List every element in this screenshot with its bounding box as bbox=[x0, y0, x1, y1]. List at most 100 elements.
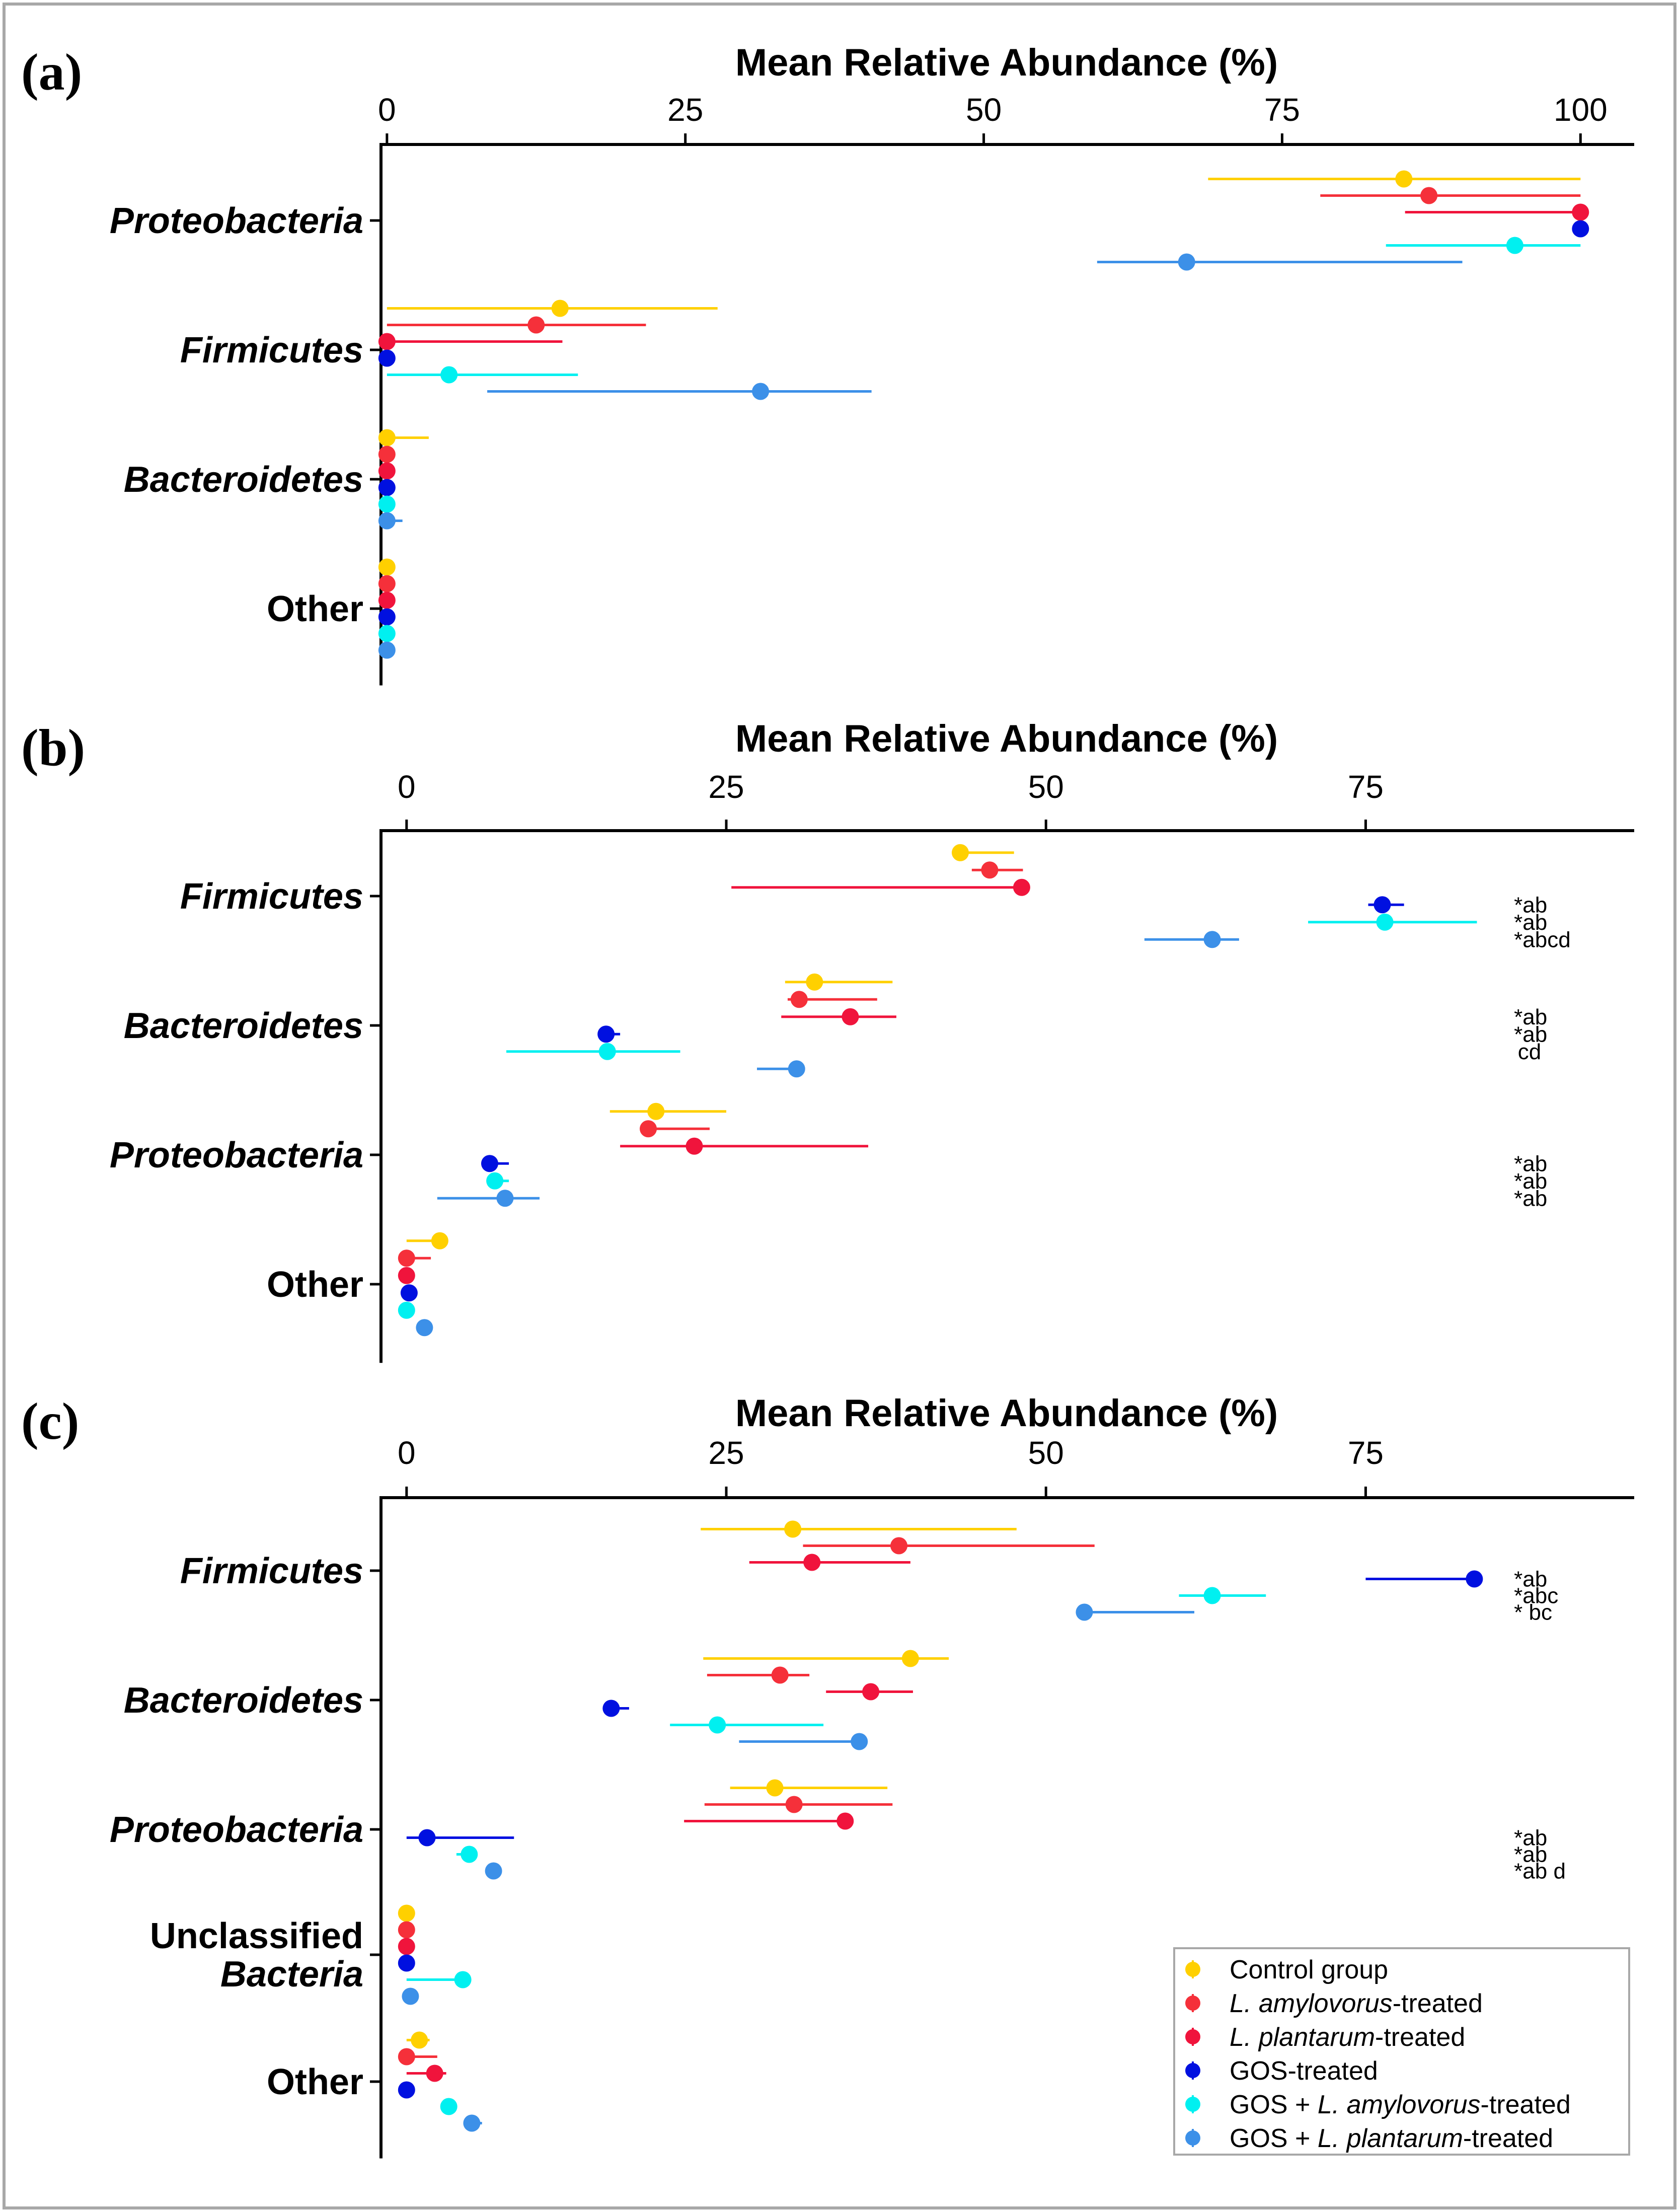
legend-item-control-group: Control group bbox=[1185, 1955, 1388, 1984]
category-label-unclassified: Unclassified bbox=[150, 1916, 363, 1956]
point-gos-l-amylovorus-treated bbox=[1376, 913, 1394, 931]
point-l-amylovorus-treated bbox=[398, 1921, 415, 1939]
legend-label: Control group bbox=[1230, 1955, 1388, 1984]
point-gos-l-plantarum-treated bbox=[378, 512, 396, 530]
point-l-plantarum-treated bbox=[803, 1554, 821, 1571]
panel-label: (a) bbox=[21, 43, 82, 101]
legend-label: GOS + L. amylovorus-treated bbox=[1230, 2090, 1571, 2119]
category-label-bacteroidetes: Bacteroidetes bbox=[124, 1006, 363, 1046]
legend-marker bbox=[1185, 2097, 1200, 2112]
panel-label: (c) bbox=[21, 1392, 79, 1450]
point-control-group bbox=[378, 558, 396, 576]
point-gos-l-plantarum-treated bbox=[1178, 253, 1195, 271]
point-gos-l-amylovorus-treated bbox=[440, 2098, 457, 2115]
point-l-plantarum-treated bbox=[836, 1812, 854, 1830]
significance-label: *ab bbox=[1514, 1567, 1547, 1592]
category-label-proteobacteria: Proteobacteria bbox=[110, 1135, 363, 1175]
significance-label: *ab bbox=[1514, 893, 1547, 917]
point-l-amylovorus-treated bbox=[398, 1249, 415, 1267]
legend-label: L. amylovorus-treated bbox=[1230, 1989, 1483, 2018]
point-gos-treated bbox=[597, 1025, 615, 1043]
x-axis-title: Mean Relative Abundance (%) bbox=[735, 1392, 1278, 1435]
panel-a: (a) Mean Relative Abundance (%) 0 25 50 75 100… bbox=[21, 41, 1634, 686]
point-gos-l-plantarum-treated bbox=[402, 1987, 419, 2005]
legend-item-l-plantarum-treated: L. plantarum-treated bbox=[1185, 2023, 1465, 2052]
x-tick-label: 0 bbox=[398, 1435, 416, 1471]
panel-label: (b) bbox=[21, 719, 85, 777]
point-control-group bbox=[431, 1232, 448, 1249]
point-gos-l-amylovorus-treated bbox=[440, 366, 458, 384]
point-gos-l-amylovorus-treated bbox=[598, 1043, 616, 1060]
x-tick-label: 50 bbox=[1028, 769, 1064, 805]
point-gos-treated bbox=[418, 1829, 436, 1847]
category-label-firmicutes: Firmicutes bbox=[180, 1551, 363, 1591]
point-gos-l-plantarum-treated bbox=[1203, 931, 1221, 948]
point-gos-l-amylovorus-treated bbox=[378, 495, 396, 513]
point-gos-l-plantarum-treated bbox=[378, 641, 396, 659]
significance-label: *ab bbox=[1514, 1151, 1547, 1176]
x-tick-label: 50 bbox=[966, 92, 1002, 128]
point-l-amylovorus-treated bbox=[785, 1796, 803, 1813]
legend-label: L. plantarum-treated bbox=[1230, 2023, 1465, 2052]
x-tick-label: 75 bbox=[1348, 769, 1384, 805]
point-gos-l-plantarum-treated bbox=[416, 1319, 433, 1337]
category-label-proteobacteria: Proteobacteria bbox=[110, 1810, 363, 1850]
category-label-other: Other bbox=[267, 589, 363, 629]
point-l-amylovorus-treated bbox=[790, 991, 808, 1008]
point-gos-treated bbox=[1373, 896, 1391, 914]
legend-marker bbox=[1185, 2029, 1200, 2044]
point-gos-treated bbox=[378, 349, 396, 367]
category-label-other: Other bbox=[267, 1265, 363, 1305]
point-gos-l-amylovorus-treated bbox=[709, 1716, 726, 1734]
figure-frame bbox=[3, 3, 1676, 2209]
point-control-group bbox=[1395, 170, 1413, 188]
significance-label: *ab bbox=[1514, 1186, 1547, 1211]
significance-label: *ab bbox=[1514, 1169, 1547, 1194]
point-gos-l-amylovorus-treated bbox=[454, 1971, 472, 1988]
significance-label: * bc bbox=[1514, 1600, 1552, 1625]
significance-label: *ab bbox=[1514, 910, 1547, 935]
x-axis-title: Mean Relative Abundance (%) bbox=[735, 717, 1278, 760]
x-tick-label: 75 bbox=[1348, 1435, 1384, 1471]
legend-item-gos-treated: GOS-treated bbox=[1185, 2056, 1378, 2086]
x-tick-label: 50 bbox=[1028, 1435, 1064, 1471]
legend-label: GOS-treated bbox=[1230, 2056, 1378, 2086]
x-axis-title: Mean Relative Abundance (%) bbox=[735, 41, 1278, 84]
legend-box bbox=[1173, 1947, 1630, 2156]
x-tick-label: 75 bbox=[1264, 92, 1300, 128]
point-l-plantarum-treated bbox=[685, 1137, 703, 1155]
x-tick-label: 0 bbox=[398, 769, 416, 805]
x-tick-label: 100 bbox=[1554, 92, 1608, 128]
category-label-bacteroidetes: Bacteroidetes bbox=[124, 460, 363, 500]
point-l-plantarum-treated bbox=[862, 1683, 880, 1701]
point-control-group bbox=[647, 1102, 665, 1120]
point-gos-l-plantarum-treated bbox=[496, 1190, 514, 1207]
point-gos-treated bbox=[378, 479, 396, 496]
x-tick-label: 25 bbox=[667, 92, 703, 128]
point-l-plantarum-treated bbox=[378, 592, 396, 609]
point-l-plantarum-treated bbox=[378, 333, 396, 350]
point-control-group bbox=[378, 429, 396, 447]
significance-label: cd bbox=[1518, 1040, 1541, 1064]
point-control-group bbox=[784, 1520, 802, 1538]
point-l-amylovorus-treated bbox=[378, 575, 396, 593]
legend-marker bbox=[1185, 1962, 1200, 1977]
x-tick-label: 25 bbox=[708, 769, 744, 805]
point-control-group bbox=[901, 1650, 919, 1667]
point-control-group bbox=[951, 844, 969, 861]
significance-label: *ab bbox=[1514, 1022, 1547, 1047]
legend-item-gos-l-amylovorus-treated: GOS + L. amylovorus-treated bbox=[1185, 2090, 1571, 2119]
point-gos-l-amylovorus-treated bbox=[1506, 237, 1523, 254]
x-tick-label: 0 bbox=[378, 92, 396, 128]
significance-label: *ab bbox=[1514, 1005, 1547, 1029]
significance-label: *ab d bbox=[1514, 1859, 1566, 1884]
legend-label: GOS + L. plantarum-treated bbox=[1230, 2124, 1553, 2153]
legend-marker bbox=[1185, 2130, 1200, 2146]
point-gos-l-plantarum-treated bbox=[788, 1060, 805, 1078]
point-l-plantarum-treated bbox=[842, 1008, 859, 1025]
point-control-group bbox=[766, 1779, 784, 1797]
point-l-plantarum-treated bbox=[398, 1938, 415, 1955]
point-gos-l-amylovorus-treated bbox=[378, 625, 396, 642]
point-l-amylovorus-treated bbox=[527, 316, 545, 334]
